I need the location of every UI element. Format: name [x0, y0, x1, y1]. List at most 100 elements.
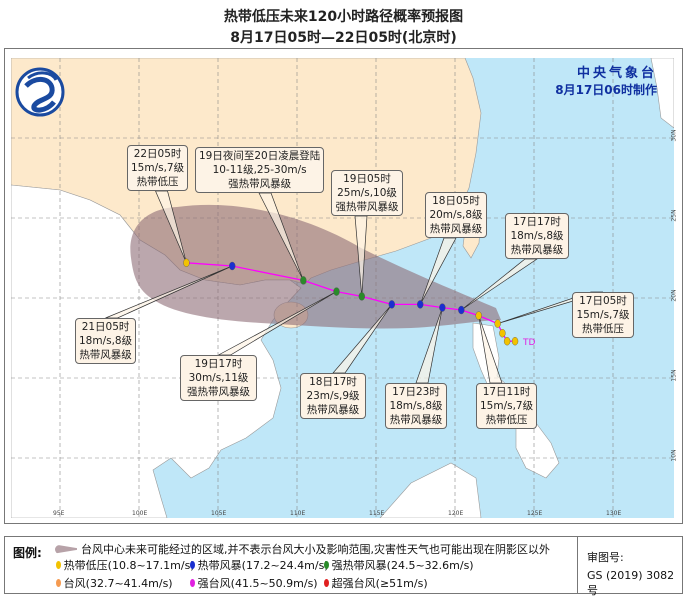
cma-logo: [15, 67, 65, 117]
forecast-label: 17日23时 18m/s,8级 热带风暴级: [385, 383, 447, 429]
track-point-td: [494, 319, 501, 328]
forecast-label-line: 18m/s,8级: [510, 230, 564, 242]
category-dot-icon: [55, 561, 61, 569]
forecast-label: 19日夜间至20日凌晨登陆 10-11级,25-30m/s 强热带风暴级: [195, 147, 325, 193]
forecast-label: 19日05时 25m/s,10级 强热带风暴级: [331, 170, 403, 216]
legend-item: 强热带风暴(24.5~32.6m/s): [323, 557, 474, 573]
forecast-label: 17日11时 15m/s,7级 热带低压: [476, 383, 538, 429]
forecast-map: TD: [11, 58, 674, 518]
approval-label: 审图号:: [587, 551, 624, 564]
forecast-label: 18日17时 23m/s,9级 热带风暴级: [300, 373, 366, 419]
forecast-label: 21日05时 18m/s,8级 热带风暴级: [75, 318, 137, 364]
track-point-ts: [229, 261, 236, 271]
forecast-label-line: 强热带风暴级: [335, 201, 399, 213]
forecast-label-line: 强热带风暴级: [228, 178, 292, 190]
lat-tick-label: 10N: [670, 449, 678, 462]
category-dot-icon: [189, 561, 195, 569]
lon-tick-label: 110E: [290, 510, 306, 517]
forecast-label-line: 热带风暴级: [389, 414, 443, 426]
forecast-label-line: 热带风暴级: [429, 223, 483, 235]
legend-item-label: 台风(32.7~41.4m/s): [63, 577, 173, 590]
label-pointer: [419, 237, 457, 305]
forecast-label-line: 15m/s,7级: [131, 162, 185, 174]
legend-cone-note: 台风中心未来可能经过的区域,并不表示台风大小及影响范围,灾害性天气也可能出现在阴…: [55, 541, 550, 557]
lat-tick-label: 30N: [670, 129, 678, 142]
cone-area: [130, 204, 501, 329]
track-point-ts: [388, 300, 395, 309]
category-dot-icon: [189, 579, 195, 587]
forecast-label-line: 17日23时: [392, 386, 440, 398]
forecast-label-line: 30m/s,11级: [188, 372, 249, 384]
forecast-track: [183, 258, 519, 346]
forecast-label-line: 15m/s,7级: [480, 400, 534, 412]
japan-korea-land: [650, 58, 674, 129]
map-subtitle: 8月17日05时—22日05时(北京时): [230, 30, 457, 46]
forecast-label-line: 19日05时: [343, 173, 391, 185]
forecast-label-line: 热带低压: [485, 414, 528, 426]
lon-tick-label: 130E: [606, 510, 622, 517]
forecast-label-line: 22日05时: [133, 148, 182, 160]
forecast-label-line: 热带风暴级: [510, 244, 564, 256]
current-category-label: TD: [522, 338, 535, 348]
lon-tick-label: 100E: [132, 510, 148, 517]
forecast-label-line: 10-11级,25-30m/s: [212, 164, 307, 176]
forecast-label-line: 热带风暴级: [79, 349, 132, 361]
forecast-label-line: 23m/s,9级: [306, 390, 360, 402]
track-point-sts: [300, 276, 307, 285]
forecast-label-line: 19日17时: [194, 358, 243, 370]
cone-note-text: 台风中心未来可能经过的区域,并不表示台风大小及影响范围,灾害性天气也可能出现在阴…: [81, 543, 550, 556]
legend-item: 强台风(41.5~50.9m/s): [189, 575, 318, 591]
forecast-label: 18日05时 20m/s,8级 热带风暴级: [425, 192, 487, 238]
forecast-label: 17日17时 18m/s,8级 热带风暴级: [505, 213, 569, 259]
track-point-td: [475, 311, 482, 320]
track-point-ts: [458, 305, 465, 315]
lon-tick-label: 105E: [211, 510, 227, 517]
track-point-ts: [417, 300, 424, 309]
track-point-ts: [439, 303, 446, 312]
forecast-label-line: 25m/s,10级: [337, 187, 397, 199]
legend-item-label: 超强台风(≥51m/s): [331, 577, 428, 590]
legend-item: 热带风暴(17.2~24.4m/s): [189, 557, 329, 573]
lon-tick-label: 120E: [448, 510, 464, 517]
track-point-sts: [333, 287, 340, 296]
legend-item-label: 热带风暴(17.2~24.4m/s): [197, 559, 329, 572]
track-point-sts: [358, 292, 365, 301]
label-pointer: [461, 258, 539, 311]
forecast-label-line: 21日05时: [81, 321, 130, 333]
legend-title: 图例:: [13, 546, 42, 560]
agency-name: 中央气象台: [576, 66, 657, 81]
lat-tick-label: 20N: [670, 289, 678, 302]
forecast-label: 22日05时 15m/s,7级 热带低压: [127, 145, 189, 191]
forecast-label-line: 17日17时: [513, 216, 561, 228]
agency-block: 中央气象台 8月17日06时制作: [555, 62, 657, 98]
legend-item: 热带低压(10.8~17.1m/s): [55, 557, 195, 573]
lon-tick-label: 95E: [53, 510, 65, 517]
label-pointer: [354, 215, 368, 297]
forecast-label-line: 18m/s,8级: [389, 400, 443, 412]
track-point-td: [499, 329, 506, 338]
legend-item: 超强台风(≥51m/s): [323, 575, 428, 591]
forecast-label: 19日17时 30m/s,11级 强热带风暴级: [180, 355, 257, 401]
category-dot-icon: [323, 579, 329, 587]
map-frame: [4, 48, 683, 524]
forecast-label-line: 强热带风暴级: [187, 386, 250, 398]
forecast-label-line: 18日05时: [432, 195, 480, 207]
cone-swatch: [55, 544, 77, 554]
forecast-label-line: 热带低压: [582, 323, 624, 335]
label-pointer: [258, 192, 304, 281]
lat-tick-label: 25N: [670, 209, 678, 222]
forecast-label-line: 18m/s,8级: [79, 335, 133, 347]
track-point-td: [511, 337, 519, 346]
category-dot-icon: [323, 561, 329, 569]
category-dot-icon: [55, 579, 61, 587]
forecast-label-line: 18日17时: [309, 376, 357, 388]
legend-item-label: 热带低压(10.8~17.1m/s): [63, 559, 195, 572]
track-point-td: [183, 258, 190, 268]
issue-time: 8月17日06时制作: [555, 83, 657, 97]
legend-item-label: 强台风(41.5~50.9m/s): [197, 577, 318, 590]
track-point-td: [503, 337, 511, 346]
legend-item-label: 强热带风暴(24.5~32.6m/s): [331, 559, 474, 572]
forecast-label-line: 19日夜间至20日凌晨登陆: [199, 150, 321, 162]
map-title: 热带低压未来120小时路径概率预报图: [223, 9, 464, 25]
legend: 图例: 台风中心未来可能经过的区域,并不表示台风大小及影响范围,灾害性天气也可能…: [4, 536, 683, 597]
